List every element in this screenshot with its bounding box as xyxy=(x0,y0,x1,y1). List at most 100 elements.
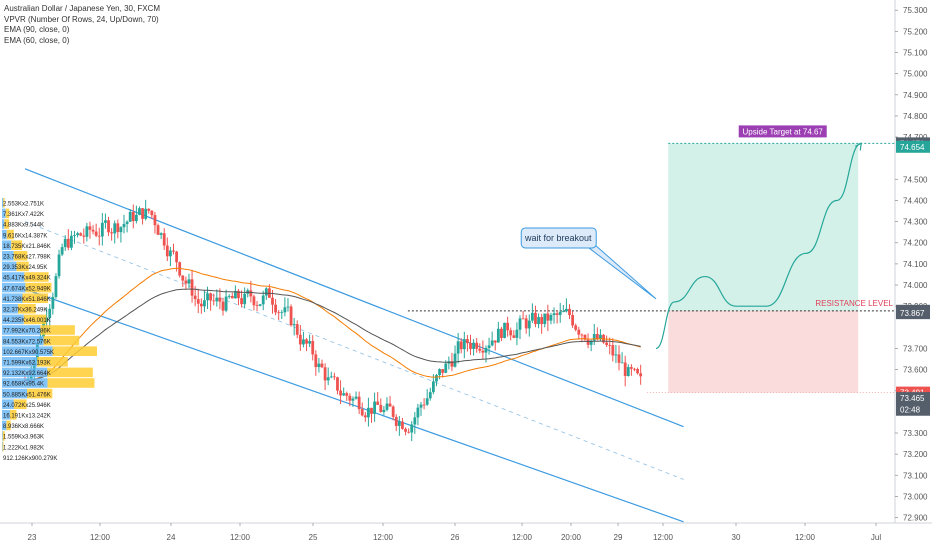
volume-profile-up-bar xyxy=(2,399,14,409)
y-tick-label: 75.300 xyxy=(903,6,928,15)
price-tag-label: 73.465 xyxy=(900,394,925,403)
volume-profile-down-bar xyxy=(13,399,27,409)
x-tick-label: Jul xyxy=(871,533,881,542)
candle xyxy=(302,339,305,345)
candle xyxy=(360,409,364,416)
ema90-indicator-label[interactable]: EMA (90, close, 0) xyxy=(4,25,70,34)
volume-profile-up-bar xyxy=(2,410,10,420)
candle xyxy=(60,247,64,255)
candle xyxy=(221,301,225,311)
candle xyxy=(119,227,123,233)
volume-profile-up-bar xyxy=(2,431,3,441)
candle xyxy=(435,375,438,382)
candle xyxy=(258,304,262,306)
volume-profile-label: 16.191Kx13.242K xyxy=(3,414,51,420)
price-tag xyxy=(896,392,930,405)
candle xyxy=(317,363,321,368)
candle xyxy=(91,229,95,232)
candle xyxy=(79,233,83,236)
candle xyxy=(320,363,324,368)
volume-profile-up-bar xyxy=(2,198,4,208)
candle xyxy=(224,296,228,311)
candle xyxy=(580,334,584,336)
candle xyxy=(599,334,602,339)
candle xyxy=(165,245,169,257)
x-tick-label: 12:00 xyxy=(795,533,816,542)
volume-profile-label: 92.132Kx92.664K xyxy=(3,371,51,377)
channel-mid-line[interactable] xyxy=(24,221,684,480)
callout-box[interactable] xyxy=(520,227,597,249)
candle xyxy=(187,279,191,284)
candle xyxy=(546,313,550,321)
resistance-label: RESISTANCE LEVEL xyxy=(815,299,893,308)
volume-profile-down-bar xyxy=(43,335,80,346)
volume-profile-down-bar xyxy=(17,304,36,314)
candle xyxy=(521,318,525,320)
candle xyxy=(271,297,274,305)
candle xyxy=(329,376,333,378)
projected-path[interactable] xyxy=(655,142,862,350)
candle xyxy=(209,293,213,301)
candle xyxy=(141,208,144,219)
candle xyxy=(196,299,200,304)
price-tag xyxy=(896,307,930,320)
volume-profile-up-bar xyxy=(2,357,38,367)
candle xyxy=(240,298,243,305)
channel-lower-line[interactable] xyxy=(24,288,684,523)
candle xyxy=(82,235,86,237)
candle xyxy=(376,401,380,405)
candle xyxy=(73,235,76,236)
candle xyxy=(113,223,117,234)
volume-profile-down-bar xyxy=(4,219,10,229)
candle xyxy=(407,431,411,433)
candle xyxy=(552,313,556,316)
ema60-indicator-label[interactable]: EMA (60, close, 0) xyxy=(4,35,70,45)
candle xyxy=(277,312,281,314)
volume-profile-down-bar xyxy=(6,229,14,240)
candle xyxy=(586,339,590,345)
candle xyxy=(88,226,92,230)
volume-profile-label: 71.599Kx62.193K xyxy=(3,361,51,367)
candle xyxy=(626,367,630,376)
y-tick-label: 72.900 xyxy=(903,514,928,523)
volume-profile-down-bar xyxy=(37,357,68,367)
y-tick-label: 75.100 xyxy=(903,49,928,58)
vpvr-indicator-label[interactable]: VPVR (Number Of Rows, 24, Up/Down, 70) xyxy=(4,14,159,24)
candle xyxy=(345,393,349,396)
candle xyxy=(252,296,256,306)
y-tick-label: 73.000 xyxy=(903,492,928,501)
candle xyxy=(382,409,386,413)
volume-profile-label: 18.735Kx21.846K xyxy=(3,244,51,250)
candle xyxy=(419,404,423,408)
volume-profile-down-bar xyxy=(6,420,11,431)
volume-profile-down-bar xyxy=(3,198,5,208)
channel-upper-line[interactable] xyxy=(24,168,684,428)
chart-legend: Australian Dollar / Japanese Yen, 30, FX… xyxy=(4,4,160,46)
candle xyxy=(351,398,355,401)
stop-zone xyxy=(668,310,859,393)
y-tick-label: 74.900 xyxy=(903,91,928,100)
volume-profile-up-bar xyxy=(2,388,28,399)
y-tick-label: 74.300 xyxy=(903,218,928,227)
candle xyxy=(438,369,441,376)
candle xyxy=(614,354,618,356)
candle xyxy=(295,324,299,335)
target-label-box[interactable] xyxy=(738,125,827,138)
candle xyxy=(478,348,482,351)
x-tick-label: 26 xyxy=(451,533,460,542)
candle xyxy=(549,315,553,321)
candle xyxy=(274,304,277,313)
candle xyxy=(534,312,537,325)
volume-profile-down-bar xyxy=(25,282,52,293)
candle xyxy=(125,221,129,225)
candle xyxy=(131,211,135,222)
candle xyxy=(493,340,497,343)
candle xyxy=(453,353,457,367)
candle xyxy=(620,362,624,364)
ema90-line xyxy=(25,288,641,381)
candle xyxy=(63,238,67,248)
volume-profile-up-bar xyxy=(2,208,6,219)
candle xyxy=(45,318,49,322)
